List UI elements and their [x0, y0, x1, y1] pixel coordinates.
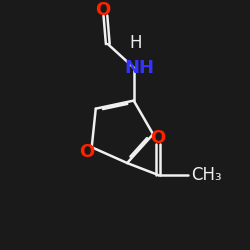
- Text: NH: NH: [124, 58, 154, 76]
- Text: O: O: [150, 129, 166, 147]
- Text: O: O: [96, 1, 111, 19]
- Text: CH₃: CH₃: [191, 166, 222, 184]
- Text: O: O: [79, 143, 94, 161]
- Text: H: H: [129, 34, 141, 52]
